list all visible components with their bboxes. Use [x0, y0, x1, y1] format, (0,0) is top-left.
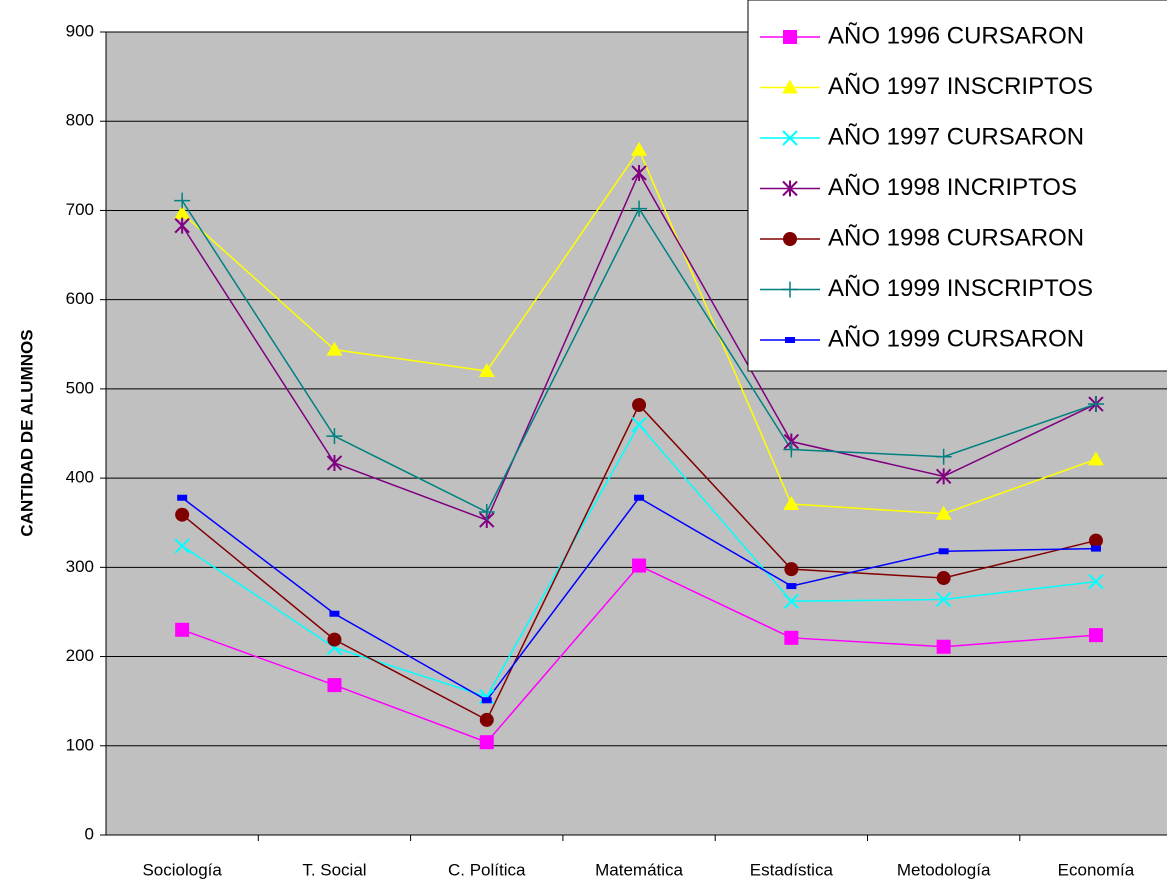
- marker: [326, 454, 343, 471]
- marker: [782, 180, 798, 197]
- x-tick-label: Matemática: [595, 860, 683, 879]
- marker: [478, 363, 495, 378]
- legend-box: [747, 0, 1167, 372]
- legend: AÑO 1996 CURSARON AÑO 1997 INSCRIPTOS AÑO …: [747, 0, 1167, 372]
- marker: [1088, 533, 1103, 548]
- marker: [478, 504, 495, 521]
- marker: [785, 337, 795, 343]
- legend-label: AÑO 1996 CURSARON: [828, 22, 1084, 49]
- marker: [174, 217, 190, 234]
- marker: [177, 494, 188, 501]
- marker: [783, 30, 797, 44]
- marker: [631, 141, 648, 156]
- marker: [174, 205, 191, 220]
- marker: [326, 428, 343, 445]
- y-tick-label: 900: [66, 21, 94, 40]
- marker: [783, 441, 800, 458]
- y-tick-label: 100: [66, 735, 94, 754]
- marker: [326, 341, 343, 356]
- y-tick-label: 400: [66, 468, 94, 487]
- legend-label: AÑO 1997 CURSARON: [828, 123, 1084, 150]
- marker: [481, 697, 492, 704]
- y-tick-label: 600: [66, 289, 94, 308]
- marker: [782, 281, 798, 298]
- marker: [479, 735, 494, 750]
- marker: [1087, 396, 1104, 413]
- marker: [936, 571, 951, 586]
- marker: [935, 448, 952, 465]
- marker: [327, 678, 342, 693]
- marker: [631, 416, 647, 433]
- y-tick-label: 200: [66, 646, 94, 665]
- marker: [174, 192, 191, 209]
- marker: [1087, 451, 1104, 466]
- marker: [1088, 573, 1104, 590]
- marker: [632, 397, 647, 412]
- marker: [631, 200, 648, 217]
- legend-label: AÑO 1999 INSCRIPTOS: [828, 275, 1093, 302]
- marker: [935, 505, 952, 520]
- marker: [174, 538, 190, 554]
- legend-label: AÑO 1998 CURSARON: [828, 224, 1084, 251]
- marker: [786, 583, 797, 590]
- y-axis-label: CANTIDAD DE ALUMNOS: [17, 329, 36, 536]
- marker: [1088, 628, 1103, 643]
- x-tick-label: C. Política: [448, 860, 526, 879]
- marker: [329, 610, 340, 617]
- y-tick-label: 500: [66, 378, 94, 397]
- y-tick-label: 0: [85, 824, 94, 843]
- marker: [783, 495, 800, 510]
- x-tick-label: Sociología: [142, 860, 222, 879]
- marker: [935, 468, 952, 485]
- x-tick-label: Economía: [1058, 860, 1135, 879]
- y-tick-label: 300: [66, 557, 94, 576]
- marker: [783, 232, 797, 246]
- legend-label: AÑO 1999 CURSARON: [828, 325, 1084, 352]
- marker: [783, 593, 800, 609]
- x-tick-label: T. Social: [302, 860, 366, 879]
- marker: [782, 130, 798, 146]
- y-tick-label: 700: [66, 200, 94, 219]
- legend-label: AÑO 1998 INCRIPTOS: [828, 174, 1077, 201]
- marker: [479, 712, 494, 727]
- marker: [1090, 545, 1101, 552]
- x-tick-label: Metodología: [897, 860, 991, 879]
- marker: [936, 639, 951, 654]
- marker: [782, 79, 798, 94]
- marker: [175, 507, 190, 522]
- marker: [784, 562, 799, 577]
- marker: [784, 630, 799, 645]
- marker: [634, 494, 645, 501]
- marker: [632, 558, 647, 573]
- marker: [938, 548, 949, 555]
- marker: [935, 591, 952, 608]
- marker: [175, 622, 190, 637]
- marker: [631, 164, 647, 181]
- legend-label: AÑO 1997 INSCRIPTOS: [828, 73, 1093, 100]
- x-tick-label: Estadística: [750, 860, 834, 879]
- marker: [327, 632, 342, 647]
- y-tick-label: 800: [66, 111, 94, 130]
